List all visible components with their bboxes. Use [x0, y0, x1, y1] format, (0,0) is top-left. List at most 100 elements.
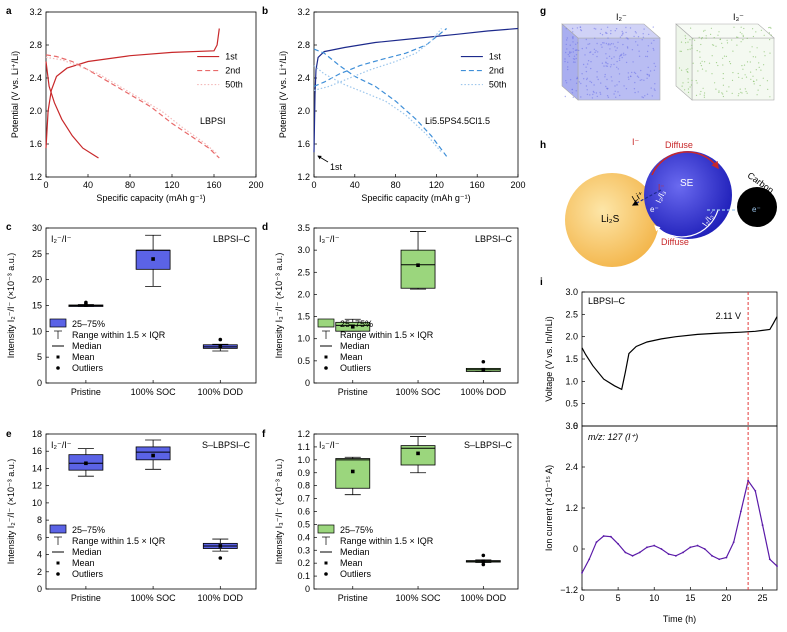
- y-tick-label: 8: [37, 515, 42, 525]
- density-dot: [619, 55, 621, 57]
- legend-swatch-outlier: [324, 366, 328, 370]
- x-tick-label: 160: [206, 180, 221, 190]
- density-dot: [569, 52, 571, 54]
- density-dot: [729, 61, 731, 63]
- chart-tag: LBPSI–C: [588, 296, 626, 306]
- legend-swatch-box: [317, 524, 335, 534]
- density-dot: [593, 91, 595, 94]
- density-dot: [614, 90, 616, 93]
- density-dot: [701, 68, 704, 70]
- iodide-inner-label: I⁻: [658, 183, 664, 192]
- density-dot: [691, 79, 693, 81]
- box-mean: [350, 324, 355, 329]
- density-dot: [565, 43, 567, 46]
- y-tick-label: 3.2: [29, 7, 42, 17]
- y-tick-label: 3.0: [565, 287, 578, 297]
- x-tick-label: 40: [350, 180, 360, 190]
- density-dot: [601, 34, 604, 36]
- density-dot: [744, 88, 746, 90]
- density-dot: [689, 48, 691, 50]
- box-outlier: [218, 556, 223, 560]
- box-outlier: [84, 300, 88, 305]
- density-dot: [568, 55, 571, 57]
- density-dot: [750, 78, 752, 80]
- y-tick-label: 2.8: [297, 40, 310, 50]
- density-dot: [710, 33, 712, 36]
- y-axis-label: Potential (V vs. Li⁺/Li): [278, 51, 288, 138]
- density-dot: [586, 63, 589, 65]
- y-tick-label: 2.0: [29, 106, 42, 116]
- density-dot: [641, 96, 643, 98]
- density-dot: [618, 57, 621, 59]
- density-dot: [722, 77, 724, 80]
- voltage-annotation: 2.11 V: [716, 311, 741, 321]
- density-dot: [653, 69, 656, 72]
- density-dot: [608, 55, 611, 58]
- density-dot: [596, 95, 598, 98]
- legend-label: 2nd: [489, 66, 504, 76]
- density-dot: [625, 54, 627, 56]
- cube-i3-front: [691, 37, 775, 101]
- y-tick-label: 0.4: [297, 532, 310, 542]
- legend-swatch-box: [49, 524, 67, 534]
- density-dot: [625, 31, 627, 34]
- legend-label: Range within 1.5 × IQR: [340, 536, 434, 546]
- density-dot: [600, 28, 602, 30]
- density-dot: [740, 41, 742, 43]
- density-dot: [631, 49, 634, 51]
- density-dot: [695, 80, 697, 82]
- ion-current-point: [581, 572, 583, 574]
- density-dot: [723, 55, 726, 57]
- chart-tag: LBPSI–C: [475, 234, 513, 244]
- density-dot: [641, 79, 643, 81]
- density-dot: [652, 47, 654, 50]
- ion-current-point: [747, 479, 750, 482]
- density-dot: [687, 78, 689, 80]
- density-dot: [680, 50, 682, 53]
- density-dot: [770, 34, 772, 36]
- cube-i2-label: I₂⁻: [616, 12, 627, 22]
- density-dot: [617, 91, 619, 93]
- density-dot: [594, 37, 596, 39]
- density-dot: [696, 50, 698, 52]
- category-label: 100% DOD: [198, 593, 244, 603]
- ion-current-point: [653, 544, 656, 547]
- density-dot: [595, 50, 597, 52]
- density-dot: [607, 96, 610, 99]
- density-dot: [743, 27, 745, 30]
- box-mean: [218, 544, 223, 548]
- density-dot: [571, 92, 574, 94]
- density-dot: [614, 85, 616, 87]
- density-dot: [627, 76, 630, 78]
- density-dot: [717, 64, 719, 67]
- density-dot: [625, 61, 628, 64]
- density-dot: [581, 47, 583, 50]
- density-dot: [642, 96, 644, 99]
- density-dot: [633, 88, 636, 90]
- y-tick-label: 0.6: [297, 507, 310, 517]
- density-dot: [607, 44, 609, 46]
- y-axis-label: Intensity I₂⁻/I⁻ (×10⁻³ a.u.): [6, 253, 16, 359]
- density-dot: [704, 61, 706, 63]
- density-dot: [705, 70, 707, 72]
- density-dot: [605, 42, 608, 45]
- density-dot: [726, 42, 729, 44]
- density-dot: [749, 51, 751, 53]
- density-dot: [618, 73, 621, 75]
- chart-tag: S–LBPSI–C: [202, 440, 251, 450]
- density-dot: [575, 82, 578, 85]
- legend-label: 25–75%: [72, 319, 105, 329]
- density-dot: [682, 82, 684, 84]
- y-tick-label: 0.2: [297, 558, 310, 568]
- density-dot: [646, 93, 649, 96]
- density-dot: [758, 66, 760, 68]
- density-dot: [570, 51, 572, 53]
- density-dot: [690, 84, 693, 86]
- density-dot: [621, 34, 623, 37]
- legend-swatch-mean: [56, 355, 60, 359]
- density-dot: [722, 95, 725, 98]
- density-dot: [565, 80, 567, 82]
- x-tick-label: 15: [685, 593, 695, 603]
- density-dot: [613, 93, 615, 95]
